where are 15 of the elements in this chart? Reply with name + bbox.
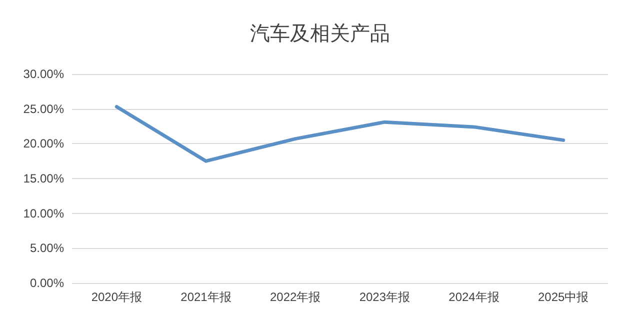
y-tick-label: 20.00% xyxy=(23,136,64,151)
x-tick-label: 2025中报 xyxy=(538,290,589,304)
line-series xyxy=(114,104,566,163)
y-tick-label: 25.00% xyxy=(23,102,64,116)
y-tick-label: 15.00% xyxy=(23,172,64,186)
chart-title: 汽车及相关产品 xyxy=(250,21,390,45)
y-tick-label: 30.00% xyxy=(23,67,64,81)
x-tick-label: 2023年报 xyxy=(359,290,410,304)
x-tick-label: 2020年报 xyxy=(91,290,142,304)
x-tick-label: 2021年报 xyxy=(180,290,232,304)
x-tick-label: 2024年报 xyxy=(448,290,500,304)
y-tick-label: 0.00% xyxy=(30,276,64,290)
y-tick-label: 10.00% xyxy=(23,206,64,220)
y-tick-label: 5.00% xyxy=(30,241,64,256)
x-tick-label: 2022年报 xyxy=(270,290,321,304)
